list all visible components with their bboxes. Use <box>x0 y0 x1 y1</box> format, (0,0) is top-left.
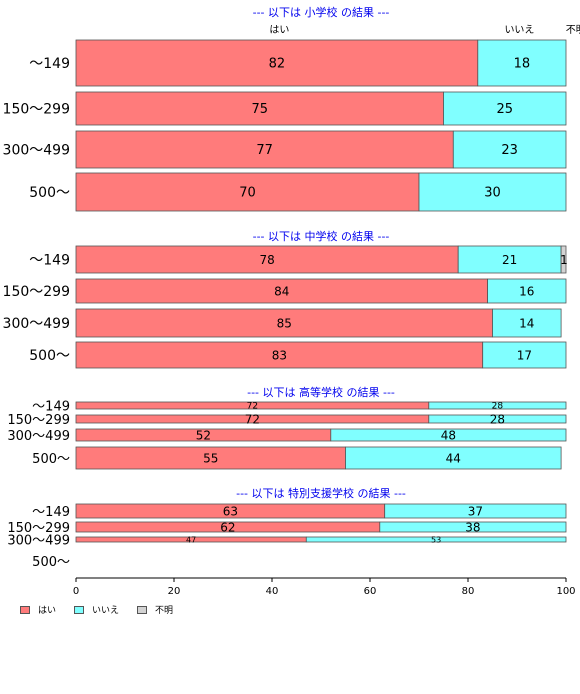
bar-data-label: 83 <box>272 348 287 362</box>
bar-segment <box>428 401 567 410</box>
bar-data-label: 84 <box>274 284 289 298</box>
bar-segment <box>492 308 562 338</box>
legend-swatch-unknown <box>137 605 148 614</box>
x-tick-label: 40 <box>266 586 279 597</box>
bar-data-label: 1 <box>560 253 568 267</box>
bar-data-label: 28 <box>490 412 505 426</box>
category-tick-label: ～149 <box>29 253 70 269</box>
bar-data-label: 63 <box>223 504 238 518</box>
category-tick-label: 500～ <box>29 348 70 364</box>
bar-data-label: 23 <box>501 143 518 158</box>
bar-data-label: 48 <box>441 428 456 442</box>
bar-segment <box>482 341 567 369</box>
bar-segment <box>443 91 567 126</box>
bar-segment <box>428 414 567 424</box>
category-tick-label: 500～ <box>29 185 70 201</box>
category-tick-label: 300～499 <box>7 534 70 549</box>
bar-segment <box>345 446 562 470</box>
bar-segment <box>305 536 567 543</box>
bar-segment <box>418 172 567 212</box>
legend-swatch-no <box>74 605 85 614</box>
bar-data-label: 18 <box>514 57 531 72</box>
x-tick-label: 80 <box>462 586 475 597</box>
top-series-label: いいえ <box>504 24 534 36</box>
top-series-label: はい <box>269 24 289 36</box>
bar-data-label: 47 <box>186 535 196 544</box>
panel-title: --- 以下は 特別支援学校 の結果 --- <box>236 486 406 500</box>
category-tick-label: 300～499 <box>3 316 70 332</box>
category-tick-label: 500～ <box>32 555 70 570</box>
bar-data-label: 70 <box>239 186 256 201</box>
bar-segment <box>379 521 567 533</box>
bar-data-label: 16 <box>519 284 534 298</box>
category-tick-label: ～149 <box>32 400 70 415</box>
legend-swatch-yes <box>20 605 30 614</box>
bar-data-label: 77 <box>256 143 273 158</box>
category-tick-label: 300～499 <box>3 143 70 159</box>
category-tick-label: 150～299 <box>3 284 70 300</box>
category-tick-label: 300～499 <box>7 429 70 444</box>
bar-data-label: 62 <box>220 520 235 534</box>
top-series-label: 不明 <box>566 24 580 36</box>
bar-segment <box>330 428 567 442</box>
chart-legend: はい いいえ 不明 <box>20 603 191 616</box>
category-tick-label: 500～ <box>32 452 70 467</box>
bar-segment <box>75 39 479 87</box>
category-tick-label: 150～299 <box>7 413 70 428</box>
bar-segment <box>75 341 484 369</box>
bar-data-label: 30 <box>484 186 501 201</box>
bar-data-label: 85 <box>277 316 292 330</box>
x-tick-label: 0 <box>73 586 79 597</box>
legend-label-yes: はい <box>38 606 57 616</box>
bar-data-label: 17 <box>517 348 532 362</box>
panel-title: --- 以下は 高等学校 の結果 --- <box>247 385 395 399</box>
panel-title: --- 以下は 小学校 の結果 --- <box>253 5 390 19</box>
panel-title: --- 以下は 中学校 の結果 --- <box>253 229 390 243</box>
category-tick-label: ～149 <box>29 56 70 72</box>
legend-label-no: いいえ <box>92 606 120 616</box>
bar-segment <box>75 91 444 126</box>
bar-segment <box>75 278 489 304</box>
bar-segment <box>477 39 567 87</box>
bar-segment <box>384 503 567 519</box>
bar-segment <box>75 245 459 274</box>
bar-segment <box>75 130 454 169</box>
legend-label-unknown: 不明 <box>155 606 174 616</box>
bar-segment <box>75 308 493 338</box>
bar-segment <box>75 172 420 212</box>
bar-data-label: 82 <box>269 57 286 72</box>
bar-data-label: 38 <box>465 520 480 534</box>
category-tick-label: 150～299 <box>3 102 70 118</box>
bar-data-label: 28 <box>492 402 504 412</box>
bar-data-label: 78 <box>259 253 274 267</box>
bar-data-label: 21 <box>502 253 517 267</box>
bar-segment <box>452 130 567 169</box>
bar-data-label: 14 <box>519 316 534 330</box>
category-tick-label: 150～299 <box>7 521 70 536</box>
category-tick-label: ～149 <box>32 505 70 520</box>
bar-segment <box>457 245 562 274</box>
bar-data-label: 25 <box>496 102 513 117</box>
bar-data-label: 72 <box>247 402 258 412</box>
x-tick-label: 60 <box>364 586 377 597</box>
bar-data-label: 44 <box>446 451 461 465</box>
bar-segment <box>487 278 567 304</box>
bar-data-label: 53 <box>431 535 441 544</box>
bar-segment <box>560 245 567 274</box>
x-tick-label: 100 <box>556 586 575 597</box>
bar-data-label: 55 <box>203 451 218 465</box>
bar-data-label: 72 <box>245 412 260 426</box>
bar-data-label: 52 <box>196 428 211 442</box>
bar-data-label: 75 <box>251 102 268 117</box>
x-tick-label: 20 <box>168 586 181 597</box>
bar-data-label: 37 <box>468 504 483 518</box>
